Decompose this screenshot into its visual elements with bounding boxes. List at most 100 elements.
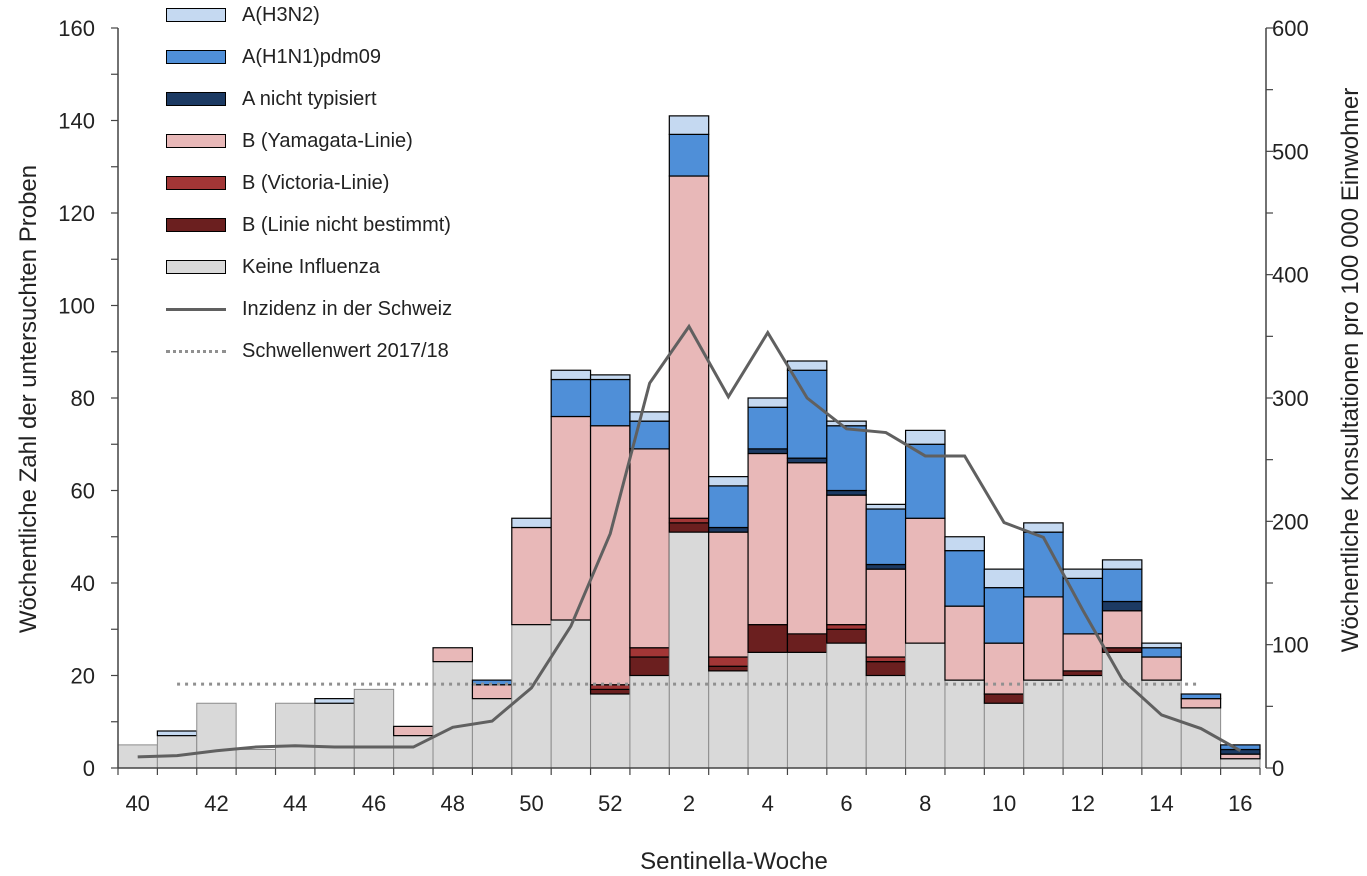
bar-segment bbox=[747, 452, 789, 626]
bar-segment bbox=[708, 656, 749, 667]
bar-segment bbox=[1101, 647, 1143, 653]
bar-segment bbox=[826, 624, 867, 630]
legend-label: A(H1N1)pdm09 bbox=[242, 45, 381, 68]
bar-segment bbox=[983, 568, 1025, 589]
bar-segment bbox=[1101, 600, 1143, 612]
bar-segment bbox=[1101, 568, 1143, 603]
legend-item-b-yamagata: B (Yamagata-Linie) bbox=[166, 129, 413, 153]
bar-segment bbox=[865, 656, 907, 663]
axes-layer: 40 42 44 46 48 50 52 2 4 6 8 10 12 14 1602040608010012… bbox=[58, 16, 1308, 816]
legend-swatch bbox=[166, 218, 226, 232]
y-tick-label: 80 bbox=[71, 386, 95, 411]
bar-segment bbox=[708, 476, 749, 487]
bar-segment bbox=[786, 457, 828, 464]
bar-segment bbox=[471, 684, 513, 700]
x-tick-label: 50 bbox=[519, 791, 543, 816]
bar-segment bbox=[511, 526, 552, 626]
y2-tick-label: 0 bbox=[1272, 756, 1284, 781]
y-tick-label: 100 bbox=[58, 294, 95, 319]
legend-label: B (Victoria-Linie) bbox=[242, 171, 390, 194]
bar-segment bbox=[1220, 758, 1261, 769]
x-tick-label: 6 bbox=[840, 791, 852, 816]
legend-swatch bbox=[166, 134, 226, 148]
x-tick-label: 10 bbox=[992, 791, 1016, 816]
bar-segment bbox=[629, 448, 670, 649]
bar-segment bbox=[353, 688, 395, 769]
x-tick-label: 16 bbox=[1228, 791, 1252, 816]
legend-label: Schwellenwert 2017/18 bbox=[242, 339, 449, 362]
bar-segment bbox=[904, 517, 946, 644]
bar-segment bbox=[865, 563, 907, 570]
y2-tick-label: 500 bbox=[1272, 139, 1309, 164]
bar-segment bbox=[826, 494, 867, 626]
bar-segment bbox=[983, 642, 1025, 695]
legend-item-a-h3n2: A(H3N2) bbox=[166, 3, 320, 27]
x-axis-title: Sentinella-Woche bbox=[640, 848, 828, 875]
bar-segment bbox=[786, 651, 828, 769]
legend-swatch bbox=[166, 92, 226, 106]
bar-segment bbox=[1023, 679, 1064, 769]
bar-segment bbox=[1141, 647, 1182, 658]
y2-tick-label: 200 bbox=[1272, 509, 1309, 534]
bar-segment bbox=[1101, 610, 1143, 649]
x-tick-label: 14 bbox=[1149, 791, 1173, 816]
bar-segment bbox=[747, 448, 789, 455]
bar-segment bbox=[983, 587, 1025, 644]
bar-segment bbox=[668, 531, 710, 769]
legend-swatch bbox=[166, 50, 226, 64]
bar-segment bbox=[1180, 693, 1222, 700]
legend-item-b-undetermined: B (Linie nicht bestimmt) bbox=[166, 213, 451, 237]
bar-segment bbox=[904, 429, 946, 445]
legend-swatch bbox=[166, 8, 226, 22]
bar-segment bbox=[826, 628, 867, 644]
legend-swatch bbox=[166, 260, 226, 274]
bar-segment bbox=[708, 526, 749, 533]
bar-segment bbox=[1062, 568, 1104, 579]
bar-segment bbox=[314, 698, 355, 704]
bar-segment bbox=[629, 411, 670, 422]
legend-item-a-untyped: A nicht typisiert bbox=[166, 87, 377, 111]
bar-segment bbox=[1023, 596, 1064, 681]
bar-segment bbox=[905, 642, 946, 769]
bar-segment bbox=[314, 702, 355, 769]
legend-label: Inzidenz in der Schweiz bbox=[242, 297, 453, 320]
y-tick-label: 60 bbox=[71, 479, 95, 504]
y2-tick-label: 100 bbox=[1272, 633, 1309, 658]
bar-segment bbox=[589, 374, 631, 381]
x-tick-label: 46 bbox=[362, 791, 386, 816]
bar-segment bbox=[786, 462, 828, 635]
bar-segment bbox=[708, 665, 749, 672]
y2-tick-label: 600 bbox=[1272, 16, 1309, 41]
bar-segment bbox=[708, 531, 749, 658]
bar-segment bbox=[432, 647, 474, 663]
bar-segment bbox=[826, 489, 867, 496]
y-tick-label: 0 bbox=[83, 756, 95, 781]
bar-segment bbox=[1220, 753, 1261, 760]
bar-segment bbox=[196, 702, 237, 769]
bar-segment bbox=[865, 661, 907, 677]
lines-layer bbox=[137, 323, 1242, 759]
bar-segment bbox=[865, 508, 907, 566]
y-tick-label: 20 bbox=[71, 664, 95, 689]
legend-label: A(H3N2) bbox=[242, 3, 320, 26]
bar-segment bbox=[1141, 656, 1182, 681]
bar-segment bbox=[156, 730, 198, 737]
bar-segment bbox=[708, 485, 749, 529]
x-tick-label: 4 bbox=[762, 791, 774, 816]
bar-segment bbox=[629, 656, 670, 677]
legend-item-b-victoria: B (Victoria-Linie) bbox=[166, 171, 389, 195]
x-tick-label: 52 bbox=[598, 791, 622, 816]
bar-segment bbox=[983, 693, 1025, 704]
bar-segment bbox=[747, 397, 789, 408]
y2-tick-label: 300 bbox=[1272, 386, 1309, 411]
y2-axis-title: Wöchentliche Konsultationen pro 100 000 … bbox=[1337, 88, 1364, 652]
bar-segment bbox=[1220, 744, 1261, 751]
bar-segment bbox=[668, 133, 710, 177]
legend-label: A nicht typisiert bbox=[242, 87, 377, 110]
bar-segment bbox=[550, 378, 592, 418]
bar-segment bbox=[826, 425, 867, 492]
bar-segment bbox=[826, 420, 867, 427]
y-tick-label: 40 bbox=[71, 571, 95, 596]
bar-segment bbox=[629, 647, 670, 658]
